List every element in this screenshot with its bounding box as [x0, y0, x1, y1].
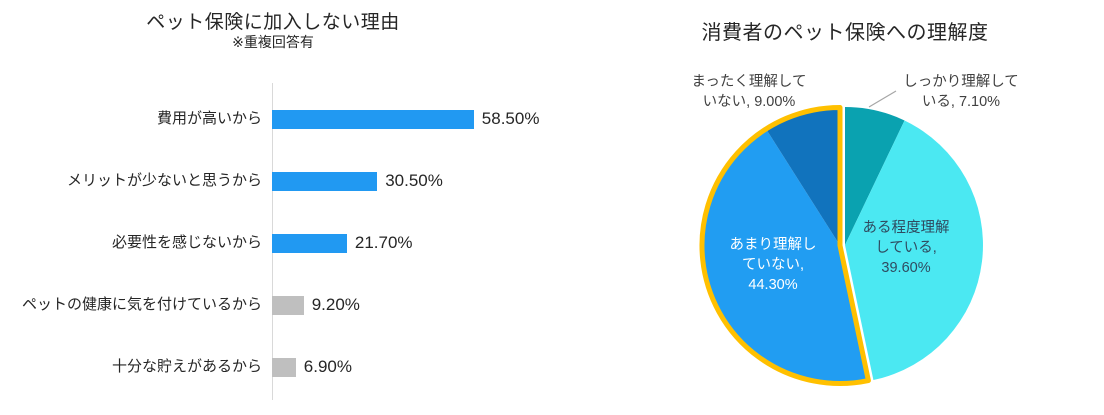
pie-label-mattaku: まったく理解して いない, 9.00% [691, 74, 807, 110]
value-label: 6.90% [303, 357, 352, 376]
bar-row: 十分な貯えがあるから 6.90% [0, 336, 580, 398]
bar-chart-subtitle: ※重複回答有 [232, 34, 314, 50]
bar-row: 必要性を感じないから 21.70% [0, 212, 580, 274]
category-label: 十分な貯えがあるから [111, 357, 262, 375]
category-label: 必要性を感じないから [111, 233, 262, 251]
pie-label-aruteido: ある程度理解 している, 39.60% [862, 220, 950, 276]
bar-chart-title: ペット保険に加入しない理由 [146, 12, 400, 33]
pie-slice [845, 120, 983, 381]
pie-label-amari: あまり理解し ていない, 44.30% [729, 237, 817, 293]
bar [272, 233, 347, 253]
pie-slice [766, 107, 840, 246]
bar-chart-plot: 費用が高いから 58.50% メリットが少ないと思うから 30.50% 必要性を… [0, 88, 580, 398]
value-label: 21.70% [354, 233, 413, 252]
bar-group: 30.50% [272, 171, 443, 191]
pie-slice [845, 107, 905, 245]
bar-group: 6.90% [272, 357, 352, 377]
value-label: 30.50% [385, 171, 443, 190]
bar [272, 295, 304, 315]
pie-chart: 消費者のペット保険への理解度 まったく理解して いない, 9.00% しっかり理… [580, 0, 1104, 415]
bar-group: 21.70% [272, 233, 413, 253]
leader-line [868, 90, 897, 108]
bar [272, 357, 296, 377]
value-label: 9.20% [311, 295, 360, 314]
category-label: ペットの健康に気を付けているから [21, 295, 262, 313]
pie-graphic [699, 90, 983, 386]
highlight-outline [699, 105, 871, 386]
bar-row: ペットの健康に気を付けているから 9.20% [0, 274, 580, 336]
bar [272, 109, 474, 129]
category-label: 費用が高いから [156, 109, 262, 127]
pie-chart-title: 消費者のペット保険への理解度 [701, 22, 989, 44]
bar-chart: ペット保険に加入しない理由 ※重複回答有 費用が高いから 58.50% メリット… [0, 12, 580, 400]
bar [272, 171, 378, 191]
bar-row: メリットが少ないと思うから 30.50% [0, 150, 580, 212]
category-label: メリットが少ないと思うから [66, 171, 262, 189]
bar-group: 58.50% [272, 109, 539, 129]
pie-slice [702, 128, 869, 384]
value-label: 58.50% [481, 109, 540, 128]
bar-row: 費用が高いから 58.50% [0, 88, 580, 150]
pie-label-shikkari: しっかり理解して いる, 7.10% [903, 74, 1019, 110]
bar-group: 9.20% [272, 295, 360, 315]
